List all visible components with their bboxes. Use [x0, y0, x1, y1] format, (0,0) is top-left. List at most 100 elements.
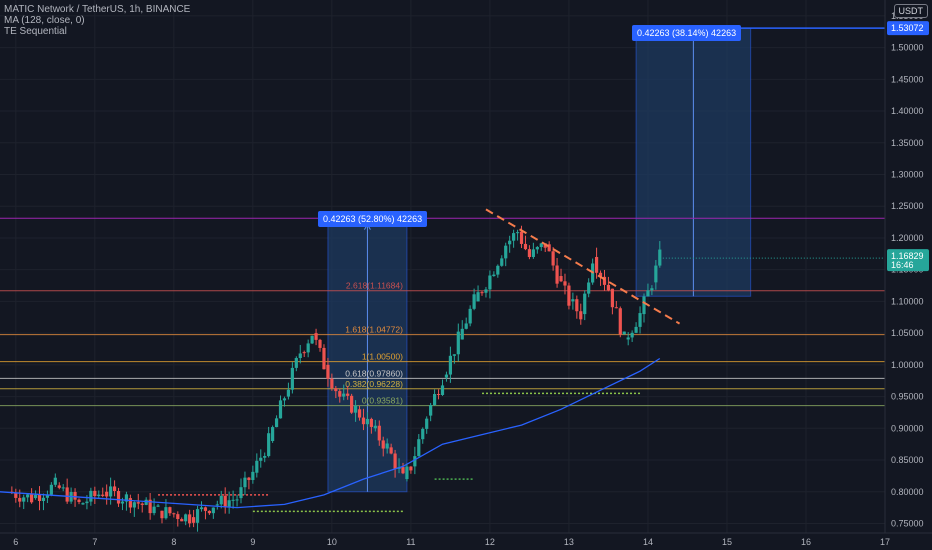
candle-body — [350, 395, 354, 413]
candle-body — [634, 326, 638, 333]
candle-body — [654, 265, 658, 283]
candle-body — [176, 514, 180, 520]
te-sequential-label[interactable]: TE Sequential — [4, 26, 67, 37]
candle-body — [22, 497, 26, 502]
candle-body — [65, 487, 69, 502]
candle-body — [381, 440, 385, 449]
candle-body — [357, 409, 362, 418]
candle-body — [247, 477, 251, 481]
candle-body — [440, 385, 445, 395]
price-tick-label: 0.75000 — [891, 518, 924, 528]
candle-body — [267, 433, 271, 457]
current-price-label: 1.16829 — [891, 251, 924, 261]
candle-body — [152, 506, 156, 514]
candle-body — [26, 494, 30, 498]
candle-body — [342, 393, 346, 397]
candle-body — [504, 245, 508, 259]
candle-body — [543, 243, 547, 248]
candle-body — [602, 276, 607, 285]
candle-body — [306, 343, 310, 353]
candle-body — [334, 388, 338, 392]
candle-body — [235, 499, 239, 501]
candle-body — [527, 249, 532, 258]
time-tick-label: 7 — [92, 537, 97, 547]
candle-body — [650, 288, 654, 291]
candle-body — [203, 507, 208, 511]
candle-body — [73, 492, 77, 500]
current-time-label: 16:46 — [891, 260, 914, 270]
candle-body — [278, 400, 283, 419]
current-price-badge — [887, 249, 929, 272]
time-tick-label: 8 — [171, 537, 176, 547]
candle-body — [255, 460, 259, 473]
candle-body — [85, 501, 89, 504]
candle-body — [594, 256, 599, 273]
candle-body — [377, 425, 381, 441]
candle-body — [642, 296, 646, 315]
fib-level-label: 0.618(0.97860) — [345, 368, 403, 378]
candle-body — [199, 507, 204, 510]
candle-body — [298, 353, 302, 359]
candle-body — [215, 504, 219, 506]
candle-body — [583, 293, 587, 315]
ma-indicator-label[interactable]: MA (128, close, 0) — [4, 15, 85, 26]
candle-body — [456, 331, 460, 355]
candle-body — [622, 331, 626, 335]
candle-body — [45, 494, 50, 498]
candle-body — [385, 443, 389, 449]
candle-body — [361, 417, 366, 425]
candle-body — [531, 249, 535, 257]
candle-body — [365, 418, 370, 425]
candle-body — [191, 517, 196, 523]
price-tick-label: 1.25000 — [891, 201, 924, 211]
candle-body — [290, 367, 294, 390]
candle-body — [61, 487, 65, 489]
candle-body — [263, 456, 267, 458]
symbol-title[interactable]: MATIC Network / TetherUS, 1h, BINANCE — [4, 4, 191, 15]
time-tick-label: 16 — [801, 537, 811, 547]
price-tick-label: 1.50000 — [891, 43, 924, 53]
candle-body — [425, 418, 429, 429]
currency-label[interactable]: USDT — [893, 4, 928, 18]
measure-label-second: 0.42263 (38.14%) 42263 — [632, 25, 742, 41]
fib-level-label: 0.382(0.96228) — [345, 379, 403, 389]
price-tick-label: 1.40000 — [891, 106, 924, 116]
price-tick-label: 1.30000 — [891, 169, 924, 179]
candle-body — [587, 282, 591, 294]
candle-body — [49, 484, 53, 495]
candle-body — [318, 339, 322, 348]
candle-body — [93, 490, 97, 497]
candle-body — [231, 499, 235, 501]
candle-body — [432, 394, 437, 405]
candle-body — [81, 503, 85, 505]
candle-body — [353, 405, 358, 413]
candle-body — [144, 499, 148, 505]
candle-body — [271, 427, 275, 441]
candle-body — [389, 447, 393, 454]
candle-body — [519, 231, 524, 244]
candle-body — [132, 502, 136, 508]
candle-body — [444, 374, 449, 378]
price-tick-label: 1.10000 — [891, 296, 924, 306]
candle-body — [310, 335, 314, 344]
fib-level-label: 1(1.00500) — [362, 352, 403, 362]
candle-body — [551, 251, 555, 266]
candle-body — [57, 485, 61, 488]
candle-body — [97, 494, 101, 497]
candle-body — [464, 323, 468, 329]
candle-body — [322, 347, 326, 370]
candle-body — [417, 439, 421, 457]
candle-body — [314, 333, 318, 340]
candle-body — [109, 486, 113, 497]
candle-body — [626, 337, 630, 340]
candle-body — [448, 355, 453, 375]
price-tick-label: 1.05000 — [891, 328, 924, 338]
descending-trendline[interactable] — [485, 208, 681, 325]
candle-body — [338, 391, 342, 397]
candle-body — [259, 457, 263, 461]
time-tick-label: 11 — [406, 537, 415, 547]
time-tick-label: 15 — [722, 537, 732, 547]
candle-body — [14, 492, 18, 498]
